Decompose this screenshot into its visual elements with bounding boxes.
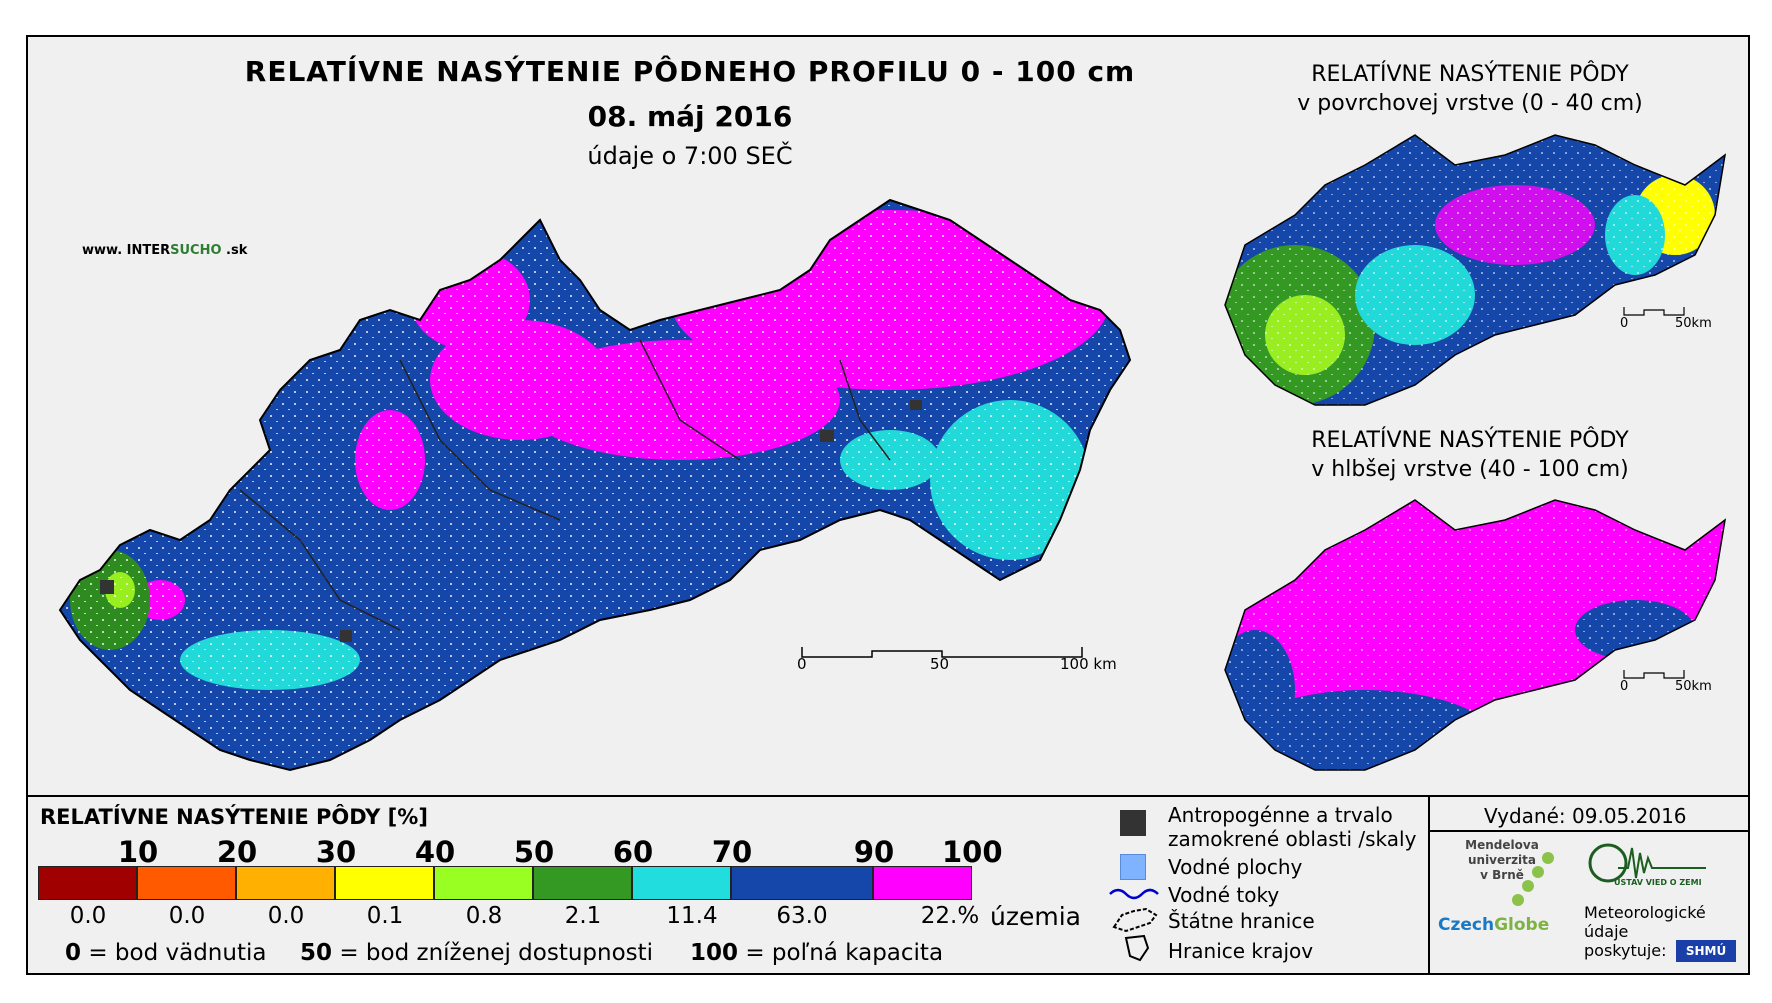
threshold-label: 40 (414, 835, 456, 869)
inset-surface-map (1224, 134, 1727, 406)
threshold-label: 30 (315, 835, 357, 869)
inset-surface-title-2: v povrchovej vrstve (0 - 40 cm) (1297, 91, 1643, 116)
state-borders-label: Štátne hranice (1168, 909, 1315, 933)
threshold-label: 100 (942, 835, 1003, 869)
legend-pct: 11.4 (666, 903, 718, 929)
anthropogenic-area (820, 430, 834, 442)
threshold-label: 90 (853, 835, 895, 869)
divider (1428, 830, 1750, 832)
water-body-symbol-icon (1120, 854, 1146, 880)
czechglobe-logo: CzechGlobe (1438, 915, 1550, 935)
website-link[interactable]: www. INTERSUCHO .sk (82, 243, 247, 258)
inset-surface-title-1: RELATÍVNE NASÝTENIE PÔDY (1311, 62, 1629, 87)
map-date: 08. máj 2016 (587, 100, 793, 133)
legend-pct: 63.0 (776, 903, 828, 929)
state-border (58, 198, 1132, 772)
main-scale-bar (801, 647, 1083, 658)
website-prefix: www. INTER (82, 243, 171, 258)
water-bodies-label: Vodné plochy (1168, 855, 1303, 879)
inset-deep-title-2: v hlbšej vrstve (40 - 100 cm) (1311, 457, 1629, 482)
legend-swatch-20-30 (236, 866, 335, 900)
inset-surface-scale-50: 50km (1675, 316, 1712, 331)
legend-pct: 0.0 (168, 903, 206, 929)
divider (1428, 795, 1430, 975)
footnote-0: 0 = bod vädnutia (65, 940, 267, 966)
legend-pct: 0.1 (366, 903, 404, 929)
uvz-label: ÚSTAV VIED O ZEMI (1614, 878, 1702, 887)
legend-swatch-60-70 (632, 866, 731, 900)
map-subtitle: údaje o 7:00 SEČ (587, 142, 793, 170)
meteo-credit: Meteorologické údaje poskytuje: (1584, 903, 1706, 960)
inset-surface-scale-0: 0 (1620, 316, 1629, 331)
region-border-symbol-icon (1124, 934, 1150, 962)
legend-pct: 0.0 (267, 903, 305, 929)
threshold-label: 60 (612, 835, 654, 869)
shmu-logo: SHMÚ (1676, 940, 1736, 962)
mendel-dots-icon (1512, 852, 1554, 906)
map-fill (60, 200, 1130, 770)
inset-deep-map (1224, 499, 1727, 771)
anthropogenic-symbol-icon (1120, 810, 1146, 836)
issued-date: Vydané: 09.05.2016 (1484, 804, 1687, 828)
website-suffix: .sk (221, 243, 248, 258)
state-border-symbol-icon (1112, 907, 1158, 933)
legend-pct-unit: územia (990, 902, 1081, 931)
scale-label-100: 100 km (1060, 655, 1117, 673)
legend-pct: 2.1 (564, 903, 602, 929)
threshold-label: 70 (711, 835, 753, 869)
inset-deep-scale-bar (1623, 670, 1685, 679)
region-borders (239, 339, 891, 631)
legend-swatch-70-90 (731, 866, 873, 900)
legend-pct: 22.% (920, 903, 980, 929)
footnote-50: 50 = bod zníženej dostupnosti (300, 940, 654, 966)
anthropogenic-area (100, 580, 114, 594)
legend-swatch-30-40 (335, 866, 434, 900)
legend-swatch-0-10 (38, 866, 137, 900)
legend-swatch-10-20 (137, 866, 236, 900)
uvz-logo-icon (1588, 843, 1706, 883)
water-streams-label: Vodné toky (1168, 883, 1280, 907)
anthro-label-2: zamokrené oblasti /skaly (1168, 827, 1417, 851)
inset-surface-scale-bar (1623, 307, 1685, 316)
legend-title: RELATÍVNE NASÝTENIE PÔDY [%] (40, 805, 428, 829)
footnote-100: 100 = poľná kapacita (690, 940, 944, 966)
region-borders-label: Hranice krajov (1168, 939, 1314, 963)
legend-pct: 0.0 (69, 903, 107, 929)
map-title: RELATÍVNE NASÝTENIE PÔDNEHO PROFILU 0 - … (244, 55, 1136, 88)
legend-panel (26, 795, 1750, 975)
scale-label-50: 50 (930, 655, 950, 673)
inset-deep-scale-0: 0 (1620, 679, 1629, 694)
anthro-label-1: Antropogénne a trvalo (1168, 803, 1393, 827)
inset-deep-title-1: RELATÍVNE NASÝTENIE PÔDY (1311, 428, 1629, 453)
anthropogenic-area (340, 630, 352, 642)
website-mid: SUCHO (170, 243, 222, 258)
threshold-label: 50 (513, 835, 555, 869)
main-map (58, 198, 1132, 772)
mendel-logo: Mendelova univerzita v Brně (1465, 838, 1539, 882)
scale-label-0: 0 (797, 655, 807, 673)
water-stream-symbol-icon (1109, 888, 1159, 900)
anthropogenic-area (910, 400, 922, 410)
legend-swatch-90-100 (873, 866, 972, 900)
threshold-label: 10 (117, 835, 159, 869)
legend-swatch-40-50 (434, 866, 533, 900)
legend-pct: 0.8 (465, 903, 503, 929)
threshold-label: 20 (216, 835, 258, 869)
legend-swatch-50-60 (533, 866, 632, 900)
inset-deep-scale-50: 50km (1675, 679, 1712, 694)
